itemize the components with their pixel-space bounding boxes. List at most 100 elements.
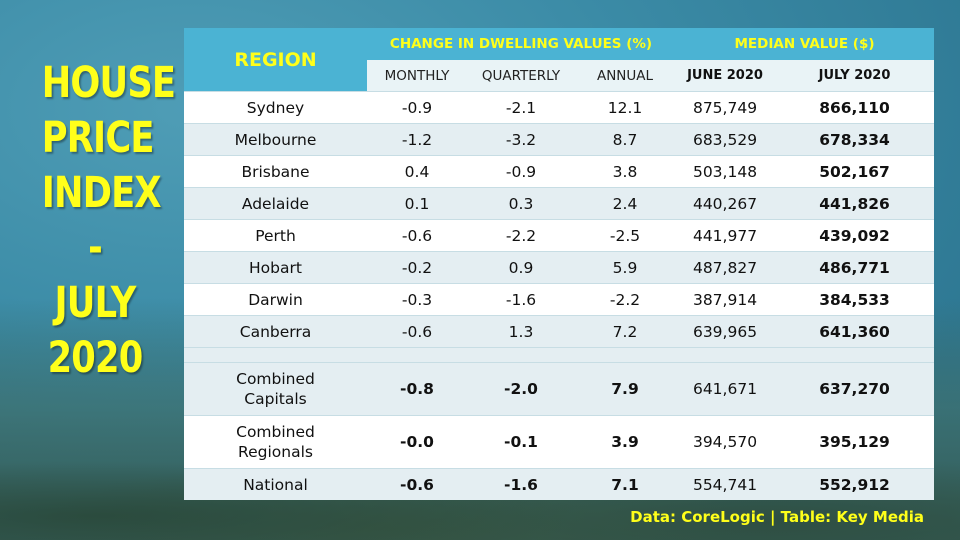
quarterly-cell: -0.1 (467, 415, 575, 469)
region-line: Combined (236, 423, 315, 441)
quarterly-cell: -3.2 (467, 123, 575, 156)
table-row: Hobart -0.2 0.9 5.9 487,827 486,771 (184, 251, 935, 284)
quarterly-cell: -2.2 (467, 219, 575, 252)
quarterly-cell: 1.3 (467, 315, 575, 348)
july-cell: 384,533 (775, 283, 935, 316)
table-row: National -0.6 -1.6 7.1 554,741 552,912 (184, 468, 935, 500)
june-cell: 503,148 (675, 155, 776, 188)
annual-cell: 2.4 (575, 187, 676, 220)
median-header: MEDIAN VALUE ($) (675, 28, 935, 60)
table-spacer-row (184, 347, 935, 363)
june-header: JUNE 2020 (675, 60, 776, 92)
july-cell: 502,167 (775, 155, 935, 188)
title-line: INDEX (41, 168, 162, 218)
title-line: JULY (54, 278, 136, 328)
quarterly-cell: -2.0 (467, 362, 575, 416)
july-cell: 678,334 (775, 123, 935, 156)
region-cell: Perth (184, 219, 367, 252)
annual-cell: 3.9 (575, 415, 676, 469)
monthly-cell: -0.8 (367, 362, 467, 416)
monthly-cell: -0.6 (367, 468, 467, 500)
title-line: PRICE (41, 113, 155, 163)
monthly-header: MONTHLY (367, 60, 467, 92)
july-cell: 441,826 (775, 187, 935, 220)
annual-cell: 5.9 (575, 251, 676, 284)
annual-header: ANNUAL (575, 60, 676, 92)
june-cell: 487,827 (675, 251, 776, 284)
table-header-row: REGION CHANGE IN DWELLING VALUES (%) MED… (184, 28, 935, 92)
table-row: Sydney -0.9 -2.1 12.1 875,749 866,110 (184, 91, 935, 124)
monthly-cell: -0.6 (367, 315, 467, 348)
annual-cell: 7.2 (575, 315, 676, 348)
june-cell: 639,965 (675, 315, 776, 348)
monthly-cell: -0.0 (367, 415, 467, 469)
annual-cell: 7.1 (575, 468, 676, 500)
region-line: Capitals (244, 390, 307, 408)
region-cell: Hobart (184, 251, 367, 284)
table-row: Perth -0.6 -2.2 -2.5 441,977 439,092 (184, 219, 935, 252)
page-title: HOUSE PRICE INDEX - JULY 2020 (41, 56, 176, 386)
annual-cell: -2.5 (575, 219, 676, 252)
monthly-cell: -0.6 (367, 219, 467, 252)
july-cell: 395,129 (775, 415, 935, 469)
july-cell: 552,912 (775, 468, 935, 500)
july-header: JULY 2020 (775, 60, 935, 92)
table-row: Combined Regionals -0.0 -0.1 3.9 394,570… (184, 415, 935, 469)
title-line: HOUSE (41, 58, 176, 108)
table-row: Brisbane 0.4 -0.9 3.8 503,148 502,167 (184, 155, 935, 188)
june-cell: 441,977 (675, 219, 776, 252)
change-header: CHANGE IN DWELLING VALUES (%) (367, 28, 676, 60)
june-cell: 387,914 (675, 283, 776, 316)
annual-cell: 8.7 (575, 123, 676, 156)
monthly-cell: -0.9 (367, 91, 467, 124)
region-cell: Adelaide (184, 187, 367, 220)
july-cell: 486,771 (775, 251, 935, 284)
june-cell: 683,529 (675, 123, 776, 156)
region-cell: Combined Regionals (184, 415, 367, 469)
monthly-cell: 0.4 (367, 155, 467, 188)
quarterly-cell: -2.1 (467, 91, 575, 124)
source-credit: Data: CoreLogic | Table: Key Media (630, 508, 924, 526)
region-cell: Sydney (184, 91, 367, 124)
monthly-cell: -0.3 (367, 283, 467, 316)
region-cell: Melbourne (184, 123, 367, 156)
monthly-cell: 0.1 (367, 187, 467, 220)
region-cell: Brisbane (184, 155, 367, 188)
region-line: Regionals (238, 443, 313, 461)
annual-cell: -2.2 (575, 283, 676, 316)
title-line: 2020 (47, 333, 144, 383)
table-row: Combined Capitals -0.8 -2.0 7.9 641,671 … (184, 362, 935, 416)
table-subheader-row: MONTHLY QUARTERLY ANNUAL JUNE 2020 JULY … (184, 60, 935, 92)
july-cell: 637,270 (775, 362, 935, 416)
title-line: - (88, 223, 103, 273)
june-cell: 875,749 (675, 91, 776, 124)
quarterly-cell: -1.6 (467, 468, 575, 500)
region-cell: Darwin (184, 283, 367, 316)
house-price-table: REGION CHANGE IN DWELLING VALUES (%) MED… (184, 28, 935, 500)
annual-cell: 3.8 (575, 155, 676, 188)
table-row: Adelaide 0.1 0.3 2.4 440,267 441,826 (184, 187, 935, 220)
quarterly-cell: -1.6 (467, 283, 575, 316)
region-cell: Combined Capitals (184, 362, 367, 416)
june-cell: 641,671 (675, 362, 776, 416)
june-cell: 554,741 (675, 468, 776, 500)
june-cell: 440,267 (675, 187, 776, 220)
monthly-cell: -1.2 (367, 123, 467, 156)
region-cell: National (184, 468, 367, 500)
region-cell: Canberra (184, 315, 367, 348)
july-cell: 866,110 (775, 91, 935, 124)
july-cell: 439,092 (775, 219, 935, 252)
table-row: Canberra -0.6 1.3 7.2 639,965 641,360 (184, 315, 935, 348)
annual-cell: 12.1 (575, 91, 676, 124)
region-line: Combined (236, 370, 315, 388)
table-row: Melbourne -1.2 -3.2 8.7 683,529 678,334 (184, 123, 935, 156)
annual-cell: 7.9 (575, 362, 676, 416)
quarterly-cell: -0.9 (467, 155, 575, 188)
monthly-cell: -0.2 (367, 251, 467, 284)
july-cell: 641,360 (775, 315, 935, 348)
region-header: REGION (184, 28, 367, 92)
quarterly-header: QUARTERLY (467, 60, 575, 92)
june-cell: 394,570 (675, 415, 776, 469)
table-row: Darwin -0.3 -1.6 -2.2 387,914 384,533 (184, 283, 935, 316)
quarterly-cell: 0.3 (467, 187, 575, 220)
